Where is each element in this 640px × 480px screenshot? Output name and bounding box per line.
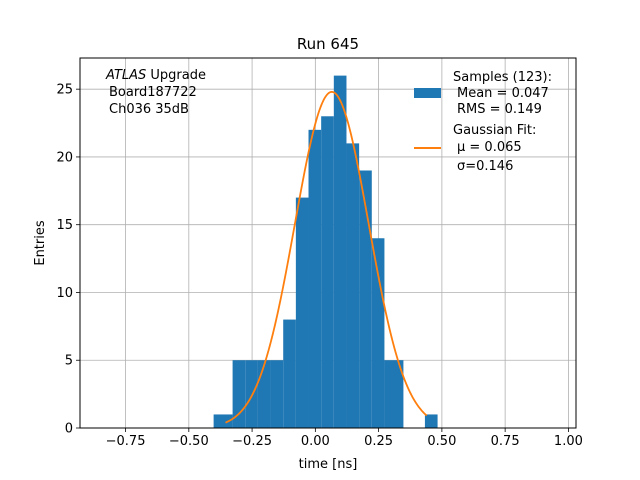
legend-samples-mean: Mean = 0.047: [457, 86, 549, 101]
x-axis-label: time [ns]: [299, 457, 358, 472]
legend: Samples (123): Mean = 0.047 RMS = 0.149 …: [414, 70, 552, 174]
annotation-box: ATLAS Upgrade Board187722 Ch036 35dB: [105, 68, 206, 117]
x-tick-label: 0.75: [491, 434, 520, 449]
annotation-line-3: Ch036 35dB: [109, 102, 189, 117]
legend-fit-mu: μ = 0.065: [457, 140, 522, 155]
legend-fit-sigma: σ=0.146: [457, 159, 513, 174]
histogram-bar: [346, 143, 360, 428]
annotation-line-2: Board187722: [109, 85, 197, 100]
gaussian-fit-layer: [225, 90, 428, 424]
histogram-bar: [295, 197, 309, 428]
legend-samples-swatch: [414, 88, 441, 98]
chart-title: Run 645: [297, 35, 359, 53]
histogram-bar: [308, 129, 322, 429]
x-tick-label: −0.75: [106, 434, 146, 449]
legend-samples-title: Samples (123):: [453, 70, 552, 85]
plot-frame: [79, 57, 577, 429]
x-tick-label: 1.00: [554, 434, 583, 449]
y-tick-label: 15: [56, 218, 73, 233]
histogram-bar: [283, 319, 296, 428]
histogram-bar: [245, 360, 258, 428]
y-tick-label: 10: [56, 286, 73, 301]
histogram-bar: [257, 360, 271, 428]
legend-fit-title: Gaussian Fit:: [453, 123, 536, 138]
histogram-bars: [213, 75, 438, 429]
y-tick-label: 20: [56, 150, 73, 165]
histogram-bar: [270, 360, 284, 428]
histogram-bar: [424, 414, 438, 428]
x-tick-label: 0.00: [301, 434, 330, 449]
histogram-bar: [384, 360, 404, 428]
histogram-bar: [333, 75, 347, 428]
histogram-bar: [213, 414, 233, 428]
y-tick-label: 5: [65, 354, 73, 369]
legend-samples-rms: RMS = 0.149: [457, 102, 542, 117]
gaussian-fit-curve: [225, 90, 428, 424]
x-tick-label: −0.50: [169, 434, 209, 449]
x-tick-label: −0.25: [232, 434, 272, 449]
axis-ticks: −0.75 −0.50 −0.25 0.00 0.25 0.50 0.75 1.00 0 5 10 1…: [56, 83, 582, 449]
histogram-bar: [321, 116, 334, 429]
histogram-bar: [359, 170, 372, 428]
y-tick-label: 0: [65, 422, 73, 437]
x-tick-label: 0.50: [427, 434, 456, 449]
y-tick-label: 25: [56, 83, 73, 98]
annotation-line-1: ATLAS Upgrade: [105, 68, 206, 83]
histogram-bar: [371, 238, 385, 428]
x-tick-label: 0.25: [364, 434, 393, 449]
y-axis-label: Entries: [33, 220, 48, 266]
